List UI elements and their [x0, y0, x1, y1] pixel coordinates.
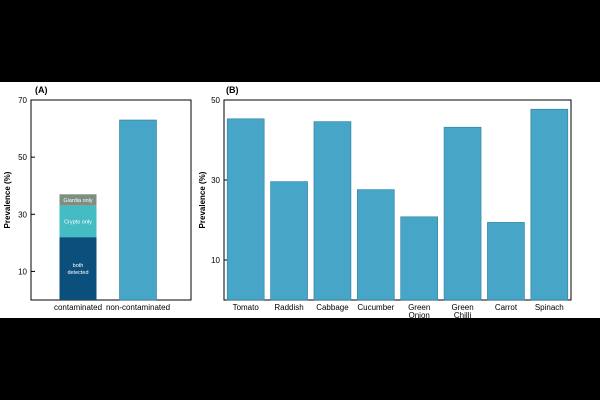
segment-label: both detected — [67, 263, 88, 276]
panel-b-label: (B) — [226, 85, 239, 95]
bar — [400, 216, 438, 301]
category-label: Carrot — [495, 303, 518, 312]
category-label: Cabbage — [316, 303, 349, 312]
bar — [226, 118, 265, 301]
y-tick-label: 50 — [211, 96, 220, 105]
bar — [313, 121, 352, 301]
panel-b-categories: Tomato Raddish Cabbage Cucumber Green Onion Gr… — [233, 303, 564, 318]
panel-a-ylabel: Prevalence (%) — [3, 171, 12, 228]
bar-segment — [59, 194, 97, 206]
panel-b-y-ticks: 10 30 50 — [211, 96, 228, 265]
panel-a-label: (A) — [35, 85, 48, 95]
panel-b-bars — [226, 108, 569, 301]
y-tick-label: 50 — [18, 153, 27, 162]
panel-a-y-ticks: 10 30 50 70 — [18, 96, 35, 276]
chart-svg: (A) Prevalence (%) 10 30 50 70 both detected… — [3, 85, 572, 318]
panel-b-frame — [223, 99, 572, 301]
category-label: Tomato — [233, 303, 260, 312]
panel-b: (B) Prevalence (%) 10 30 50 Tomato Raddish C… — [198, 85, 572, 318]
category-label: Green Onion — [408, 303, 430, 318]
y-tick-label: 30 — [18, 210, 27, 219]
bar — [443, 126, 482, 301]
category-label: non-contaminated — [106, 303, 170, 312]
category-label: Raddish — [274, 303, 303, 312]
bar — [357, 189, 395, 301]
category-label: Cucumber — [357, 303, 394, 312]
y-tick-label: 10 — [18, 267, 27, 276]
panel-a-frame — [30, 99, 192, 301]
bar-segment — [59, 237, 97, 300]
bar-segment — [59, 205, 97, 238]
bar — [530, 108, 569, 301]
segment-label: Crypto only — [64, 219, 92, 225]
panel-a: (A) Prevalence (%) 10 30 50 70 both detected… — [3, 85, 192, 312]
bar — [487, 222, 525, 301]
bar — [270, 181, 308, 301]
figure: (A) Prevalence (%) 10 30 50 70 both detected… — [0, 82, 600, 318]
panel-a-categories: contaminated non-contaminated — [54, 303, 170, 312]
segment-label: Giardia only — [63, 198, 93, 204]
category-label: contaminated — [54, 303, 102, 312]
y-tick-label: 10 — [211, 256, 220, 265]
bar-segment — [119, 119, 157, 301]
panel-a-bars: both detected Crypto only Giardia only — [59, 119, 157, 301]
category-label: Spinach — [535, 303, 564, 312]
y-tick-label: 30 — [211, 176, 220, 185]
category-label: Green Chilli — [451, 303, 473, 318]
panel-b-ylabel: Prevalence (%) — [198, 171, 207, 228]
y-tick-label: 70 — [18, 96, 27, 105]
